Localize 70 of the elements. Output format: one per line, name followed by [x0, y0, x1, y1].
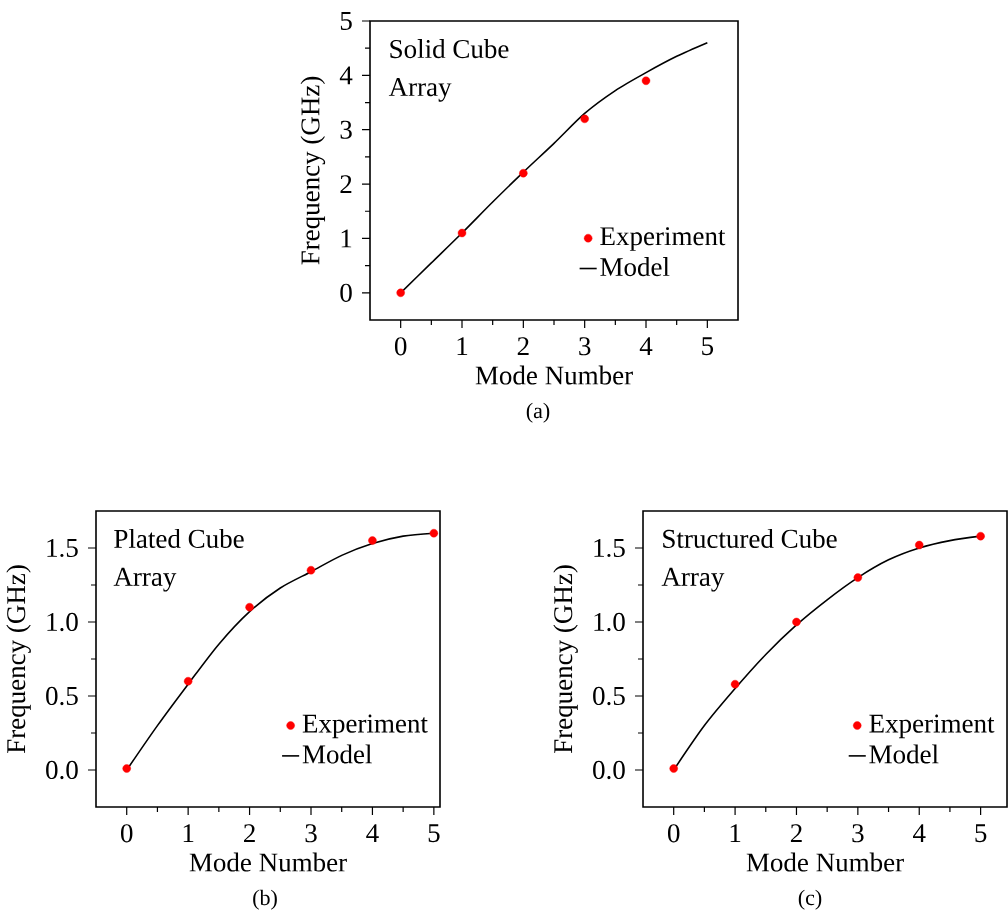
- point: [245, 603, 254, 612]
- x-axis-title: Mode Number: [189, 852, 347, 872]
- point: [730, 679, 740, 689]
- legend-label: Model: [302, 744, 372, 764]
- y-tick-label: 1.0: [47, 612, 78, 632]
- text: Array: [113, 567, 177, 592]
- x-tick-label: 0: [394, 337, 407, 356]
- point: [122, 764, 131, 773]
- x-tick-label: 3: [852, 824, 864, 843]
- x-tick-label: 1: [730, 824, 741, 843]
- legend-label: Experiment: [869, 714, 995, 739]
- legend-label: Model: [869, 744, 939, 764]
- point: [457, 228, 467, 238]
- x-tick-label: 4: [639, 337, 653, 355]
- point: [183, 677, 193, 686]
- x-tick-label: 0: [121, 824, 133, 843]
- x-tick-label: 2: [790, 824, 802, 843]
- legend-label: Model: [600, 257, 670, 277]
- y-tick-label: 0: [340, 283, 352, 302]
- point: [306, 566, 316, 575]
- y-tick-label: 5: [340, 12, 352, 30]
- y-tick-label: 0.5: [593, 686, 625, 706]
- x-tick-label: 3: [579, 337, 591, 356]
- point: [853, 573, 863, 582]
- x-tick-label: 0: [667, 824, 680, 843]
- point: [792, 617, 801, 627]
- point: [368, 536, 377, 545]
- point: [580, 114, 589, 124]
- legend-label: Experiment: [302, 714, 428, 739]
- x-tick-label: 5: [975, 824, 987, 843]
- x-axis-title: Mode Number: [475, 365, 633, 385]
- x-tick-label: 4: [366, 824, 379, 842]
- point: [976, 531, 985, 541]
- x-tick-label: 2: [517, 337, 529, 356]
- text: Plated Cube: [114, 528, 244, 548]
- point: [519, 169, 528, 178]
- y-tick-label: 1.5: [47, 538, 78, 558]
- point: [396, 288, 405, 298]
- text: Array: [661, 567, 725, 592]
- y-tick-label: 1.5: [594, 538, 625, 558]
- y-tick-label: 0.5: [46, 686, 78, 706]
- x-tick-label: 1: [457, 337, 468, 356]
- legend-label: Experiment: [600, 227, 726, 251]
- x-tick-label: 2: [244, 824, 255, 843]
- y-tick-label: 4: [339, 66, 353, 85]
- point: [429, 529, 439, 538]
- y-tick-label: 0.0: [593, 760, 625, 780]
- y-tick-label: 1: [341, 229, 352, 248]
- x-tick-label: 5: [702, 337, 714, 356]
- y-axis-title: Frequency (GHz): [553, 565, 578, 754]
- text: Structured Cube: [663, 528, 837, 548]
- point: [669, 764, 678, 773]
- x-tick-label: 3: [305, 824, 317, 843]
- point: [915, 540, 924, 550]
- x-tick-label: 1: [183, 824, 194, 843]
- text: (a): [526, 402, 550, 423]
- text: Solid Cube: [390, 39, 509, 59]
- y-tick-label: 2: [340, 175, 352, 194]
- y-axis-title: Frequency (GHz): [300, 76, 326, 265]
- x-axis-title: Mode Number: [746, 852, 904, 872]
- y-axis-title: Frequency (GHz): [6, 565, 31, 754]
- text: (c): [798, 889, 822, 910]
- text: (b): [253, 889, 277, 910]
- y-tick-label: 3: [340, 120, 352, 139]
- point: [641, 76, 651, 85]
- y-tick-label: 1.0: [594, 612, 625, 632]
- y-tick-label: 0.0: [46, 760, 78, 780]
- text: Array: [388, 78, 452, 102]
- x-tick-label: 5: [428, 824, 440, 843]
- x-tick-label: 4: [913, 824, 926, 842]
